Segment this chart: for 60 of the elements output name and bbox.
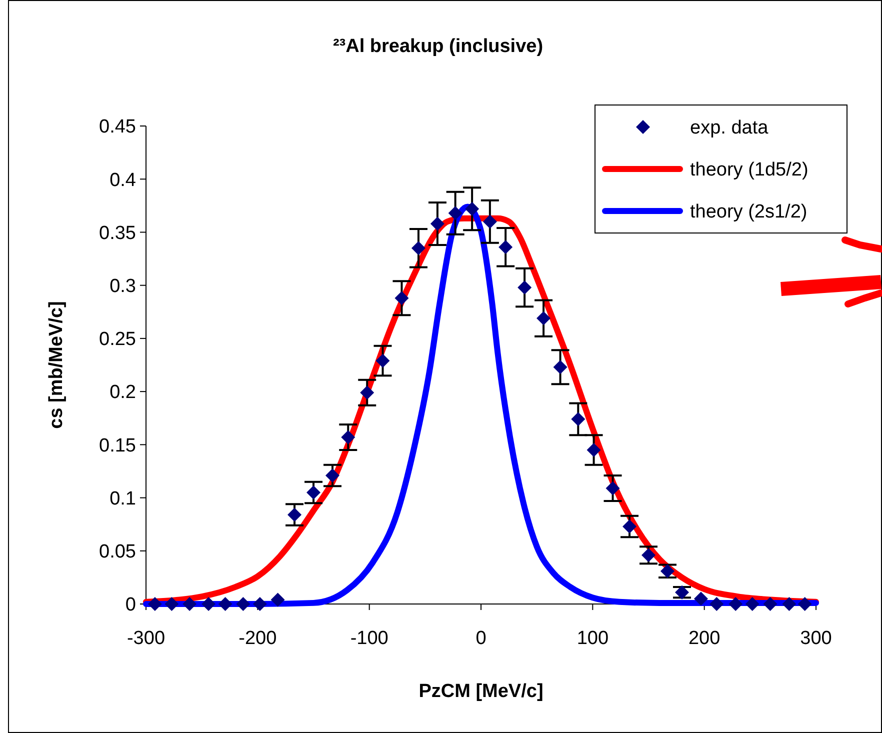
x-tick-label: 300 xyxy=(800,628,832,649)
y-tick-label: 0.1 xyxy=(110,488,136,510)
y-tick-label: 0.25 xyxy=(99,329,136,350)
point xyxy=(360,386,374,400)
point xyxy=(288,508,302,522)
point xyxy=(518,280,532,294)
point xyxy=(218,597,232,611)
point xyxy=(536,311,551,326)
x-tick-label: -200 xyxy=(238,628,277,649)
point xyxy=(252,597,267,611)
point xyxy=(394,291,409,306)
x-tick-label: -300 xyxy=(126,628,166,649)
point xyxy=(675,585,689,600)
point xyxy=(798,597,812,611)
point xyxy=(728,597,743,611)
x-tick-label: 0 xyxy=(476,628,486,649)
point xyxy=(606,481,620,496)
point xyxy=(148,597,162,611)
point xyxy=(482,214,497,229)
point xyxy=(782,597,796,611)
point xyxy=(710,597,724,611)
point xyxy=(553,360,568,374)
y-tick-label: 0.2 xyxy=(110,382,136,404)
point xyxy=(448,206,462,220)
point xyxy=(465,202,480,216)
y-tick-label: 0.05 xyxy=(99,542,136,563)
chart-title: ²³Al breakup (inclusive) xyxy=(332,36,544,57)
point xyxy=(411,241,426,256)
point xyxy=(622,519,637,534)
legend-label: exp. data xyxy=(690,118,769,139)
y-tick-label: 0.3 xyxy=(110,276,136,297)
y-tick-label: 0 xyxy=(125,594,136,616)
point xyxy=(164,597,179,611)
point xyxy=(694,592,708,606)
point xyxy=(306,485,320,500)
point xyxy=(430,216,444,231)
point xyxy=(571,412,586,426)
x-axis-title: PzCM [MeV/c] xyxy=(418,681,544,702)
legend-label: theory (1d5/2) xyxy=(690,160,808,181)
point xyxy=(325,468,340,482)
point xyxy=(586,442,601,457)
x-tick-label: 100 xyxy=(576,628,609,649)
y-tick-label: 0.35 xyxy=(99,222,136,244)
x-tick-label: 200 xyxy=(688,628,720,649)
point xyxy=(763,597,778,611)
point xyxy=(270,592,285,607)
legend-label: theory (2s1/2) xyxy=(690,202,808,223)
point xyxy=(182,597,197,611)
point xyxy=(341,430,356,444)
y-axis-title: cs [mb/MeV/c] xyxy=(46,301,67,429)
x-tick-label: -100 xyxy=(350,628,388,649)
point xyxy=(202,597,216,611)
point xyxy=(745,597,760,611)
point xyxy=(236,597,250,611)
y-tick-label: 0.45 xyxy=(99,116,136,138)
y-tick-label: 0.4 xyxy=(110,170,136,191)
point xyxy=(642,548,656,562)
point xyxy=(498,240,513,254)
point xyxy=(376,354,390,368)
y-tick-label: 0.15 xyxy=(99,435,136,456)
